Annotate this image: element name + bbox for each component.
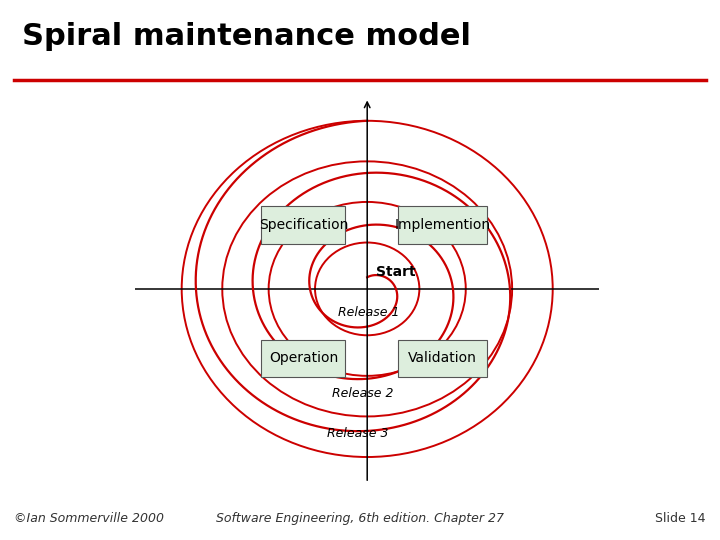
Text: Validation: Validation (408, 352, 477, 366)
Text: Start: Start (376, 265, 415, 279)
FancyBboxPatch shape (397, 340, 487, 377)
Text: Software Engineering, 6th edition. Chapter 27: Software Engineering, 6th edition. Chapt… (216, 512, 504, 525)
FancyBboxPatch shape (397, 206, 487, 244)
Text: Release 1: Release 1 (338, 306, 400, 319)
Text: Release 3: Release 3 (327, 427, 388, 440)
FancyBboxPatch shape (261, 340, 346, 377)
Text: Operation: Operation (269, 352, 338, 366)
FancyBboxPatch shape (261, 206, 346, 244)
Text: ©Ian Sommerville 2000: ©Ian Sommerville 2000 (14, 512, 164, 525)
Text: Release 2: Release 2 (333, 387, 394, 400)
Text: Spiral maintenance model: Spiral maintenance model (22, 22, 471, 51)
Text: Specification: Specification (258, 218, 348, 232)
Text: Slide 14: Slide 14 (655, 512, 706, 525)
Text: Implemention: Implemention (395, 218, 490, 232)
